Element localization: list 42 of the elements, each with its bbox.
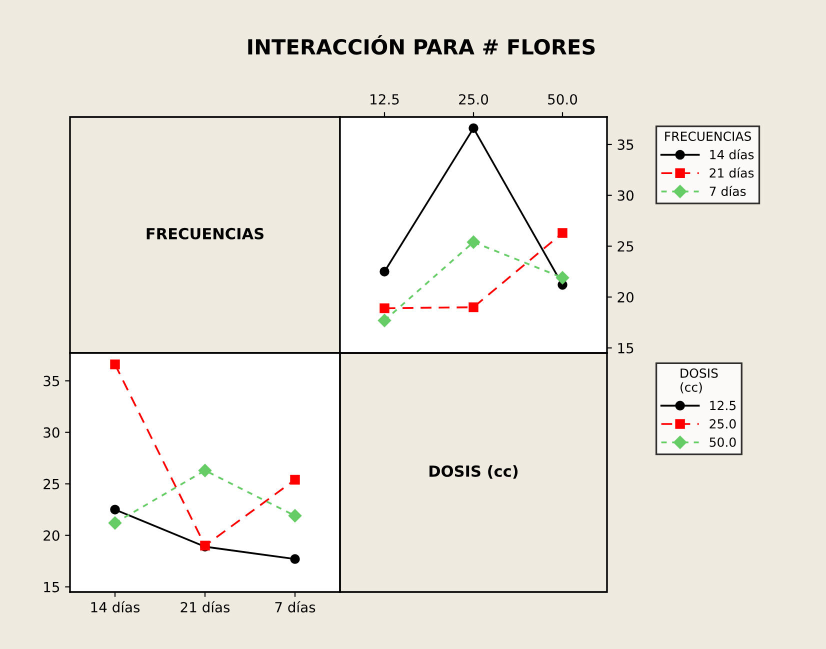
- y-tick-label: 25: [44, 478, 60, 490]
- legend-label: 7 días: [710, 186, 746, 196]
- text: INTERACCIÓN PARA # FLORES: [248, 35, 595, 55]
- y-tick-label: 35: [44, 376, 60, 386]
- point: [468, 123, 478, 134]
- y-tick-label: 20: [618, 292, 634, 303]
- x-tick-label: 12.5: [370, 94, 399, 105]
- x-tick-label: 21 días: [180, 601, 230, 612]
- x-tick-label: 7 días: [275, 601, 316, 612]
- point: [378, 314, 392, 328]
- point: [466, 236, 480, 249]
- legend-label: 25.0: [710, 419, 736, 429]
- point: [558, 228, 568, 238]
- point: [108, 516, 122, 530]
- point: [198, 464, 212, 478]
- y-tick-label: 30: [44, 427, 60, 438]
- point: [468, 302, 478, 312]
- point: [290, 474, 300, 485]
- y-tick-label: 30: [618, 190, 634, 201]
- legend-title: DOSIS (cc): [680, 368, 718, 394]
- legend-label: 14 días: [710, 149, 754, 160]
- point: [110, 504, 120, 514]
- legend-label: 50.0: [710, 437, 736, 447]
- point: [288, 509, 302, 522]
- point: [380, 303, 390, 314]
- text: DOSIS (cc): [430, 465, 518, 479]
- point: [290, 554, 300, 564]
- x-tick-label: 25.0: [459, 94, 488, 105]
- y-tick-label: 20: [44, 530, 60, 541]
- legend-label: 12.5: [710, 400, 736, 410]
- y-tick-label: 15: [44, 582, 60, 592]
- text: FRECUENCIAS: [146, 228, 264, 240]
- y-tick-label: 25: [618, 241, 634, 252]
- legend-title: FRECUENCIAS: [665, 132, 751, 141]
- x-tick-label: 50.0: [548, 94, 578, 105]
- point: [556, 271, 570, 284]
- y-tick-label: 15: [618, 343, 634, 354]
- point: [110, 359, 120, 370]
- y-tick-label: 35: [618, 139, 634, 150]
- point: [380, 266, 390, 276]
- legend-label: 21 días: [710, 168, 754, 178]
- x-tick-label: 14 días: [91, 601, 140, 612]
